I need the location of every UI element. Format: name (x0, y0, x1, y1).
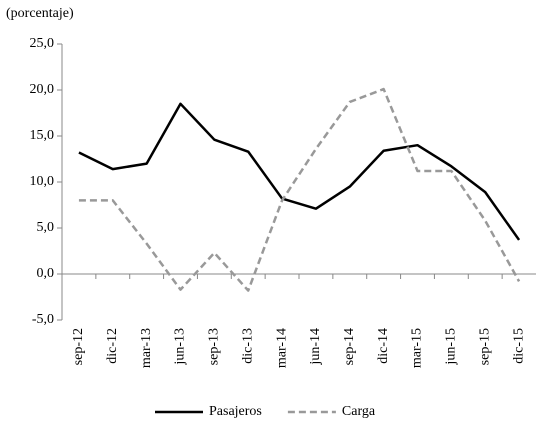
x-tick-label: mar-14 (274, 328, 289, 368)
x-tick-label: sep-13 (207, 328, 222, 365)
x-tick-label: mar-13 (139, 328, 154, 368)
x-tick-label: dic-14 (376, 328, 391, 364)
x-tick-label: dic-12 (105, 328, 120, 364)
legend-label: Carga (342, 404, 376, 419)
y-axis-label: (porcentaje) (6, 6, 74, 21)
x-tick-label: dic-15 (511, 328, 526, 364)
x-tick-label: jun-15 (444, 328, 459, 366)
y-tick-label: 0,0 (37, 266, 55, 281)
x-tick-label: jun-14 (308, 328, 323, 366)
x-tick-label: dic-13 (240, 328, 255, 364)
y-tick-label: 25,0 (30, 36, 55, 51)
series-line (78, 87, 521, 292)
legend-label: Pasajeros (209, 404, 262, 419)
series-line (78, 102, 521, 241)
y-tick-label: -5,0 (32, 312, 54, 327)
y-tick-label: 5,0 (37, 220, 55, 235)
y-tick-label: 20,0 (30, 82, 55, 97)
x-tick-label: jun-13 (173, 328, 188, 366)
x-tick-label: sep-14 (342, 328, 357, 365)
x-tick-label: mar-15 (410, 328, 425, 368)
y-tick-label: 15,0 (30, 128, 55, 143)
x-tick-label: sep-12 (71, 328, 86, 365)
y-tick-label: 10,0 (30, 174, 55, 189)
x-tick-label: sep-15 (477, 328, 492, 365)
